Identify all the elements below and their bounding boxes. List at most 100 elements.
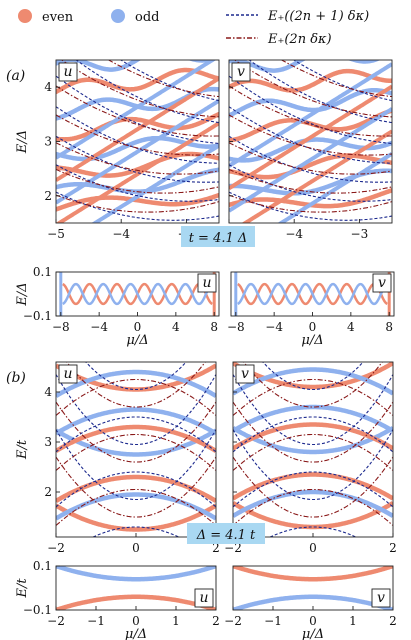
ylabel-a_u_low: E/Δ: [15, 282, 30, 306]
badge-a-box: [181, 226, 255, 247]
dashdot-curve-2: [233, 401, 393, 463]
xtick-label-a_v-1: −4: [285, 227, 303, 241]
band-odd-7: [56, 369, 216, 398]
xtick-label-a_v_low-4: 8: [385, 320, 393, 334]
band-even-2: [233, 472, 393, 501]
dashdot-curve-1: [56, 488, 216, 526]
xtick-label-b_u_low-3: 1: [172, 614, 180, 628]
xtick-label-a_v_low-3: 4: [347, 320, 355, 334]
ytick-label-b_u_low-0: −0.1: [23, 603, 52, 617]
panel-b_v: −2 0 2 v: [224, 361, 397, 555]
dashed-curve-4: [56, 75, 219, 144]
xtick-label-b_u_low-2: 0: [132, 614, 140, 628]
xtick-label-b_v_low-1: −1: [264, 614, 282, 628]
diag-band-4: [277, 152, 392, 223]
diag-band-4: [91, 143, 219, 223]
osc-odd: [62, 282, 213, 306]
dashdot-curve-2: [56, 142, 219, 175]
ytick-label-a_u-1: 3: [44, 135, 52, 149]
dashdot-curve-1: [56, 168, 219, 194]
tag-a_v: v: [231, 62, 251, 82]
tag-box-a_v_low: [372, 273, 392, 293]
dashdot-curve-6: [107, 60, 219, 98]
arc-top: [233, 566, 393, 582]
dashdot-curve-0: [56, 456, 216, 518]
dashed-curve-6: [292, 60, 392, 102]
band-even-6: [229, 68, 392, 93]
xtick-label-b_v-2: 2: [389, 541, 397, 555]
diag-band-0: [56, 60, 217, 160]
dashdot-curve-5: [60, 60, 219, 118]
panel-b_u: −2 0 2 2 3 4u E/t: [15, 361, 220, 555]
badge-b: Δ = 4.1 t: [187, 523, 265, 544]
band-odd-5: [56, 407, 216, 436]
dashdot-curve-3: [229, 114, 392, 156]
xlabel-a_u_low: μ/Δ: [126, 333, 148, 348]
xtick-label-a_v_low-0: −8: [227, 320, 245, 334]
plot-area-b_u: [56, 362, 216, 537]
dashed-curve-2: [229, 135, 392, 183]
panel-label-b: (b): [6, 370, 26, 386]
xtick-label-b_u_low-0: −2: [47, 614, 65, 628]
arc-bottom: [233, 594, 393, 610]
dashed-curve-2: [233, 471, 393, 508]
band-even-2: [229, 153, 392, 180]
xtick-label-b_v-0: −2: [224, 541, 242, 555]
tag-label-b_u_low: u: [199, 590, 208, 606]
xtick-label-a_u-0: −5: [47, 227, 65, 241]
dashdot-curve-0: [56, 194, 219, 213]
tag-label-a_v_low: v: [378, 275, 386, 291]
tag-label-a_v: v: [237, 64, 245, 80]
badge-a-text: t = 4.1 Δ: [189, 231, 248, 246]
xtick-label-b_v_low-0: −2: [224, 614, 242, 628]
xtick-label-b_u-2: 2: [212, 541, 220, 555]
band-even-4: [56, 111, 219, 142]
xtick-label-b_v_low-4: 2: [389, 614, 397, 628]
dashed-curve-3: [56, 374, 216, 446]
band-even-0: [233, 501, 393, 530]
band-odd-7: [229, 60, 381, 73]
band-odd-3: [56, 135, 219, 162]
tag-label-b_u: u: [63, 366, 72, 382]
tag-b_u_low: u: [194, 588, 214, 608]
osc-odd: [237, 282, 388, 306]
panel-a_v: −5−4−3v: [220, 59, 393, 241]
panel-b_u_low: −2 −1 0 1 2 −0.1 0.1 u E/t μ/Δ: [15, 559, 220, 640]
dashdot-curve-1: [229, 168, 392, 194]
plot-area-a_u: [56, 60, 219, 223]
band-odd-3: [233, 426, 393, 455]
diag-band-3: [241, 129, 392, 223]
ylabel-b_u: E/t: [15, 439, 30, 460]
legend-even-marker: [18, 9, 32, 23]
dashdot-curve-0: [229, 194, 392, 213]
band-even-4: [229, 108, 392, 143]
ytick-label-b_u-1: 3: [44, 435, 52, 449]
dashdot-curve-3: [233, 433, 393, 471]
dashdot-curve-5: [233, 60, 392, 118]
band-even-2: [56, 151, 219, 178]
dashdot-curve-3: [56, 433, 216, 471]
tag-box-b_v: [235, 364, 255, 384]
band-odd-1: [233, 489, 393, 518]
legend-odd-label: odd: [135, 10, 159, 25]
xtick-label-a_v-2: −3: [351, 227, 369, 241]
xtick-label-a_u_low-2: 0: [134, 320, 142, 334]
tag-label-a_u_low: u: [202, 275, 211, 291]
dashed-curve-2: [56, 471, 216, 508]
band-odd-3: [56, 428, 216, 457]
xlabel-b_u_low: μ/Δ: [125, 627, 147, 640]
dashed-curve-1: [229, 164, 392, 202]
badge-a: t = 4.1 Δ: [181, 226, 255, 247]
ylabel-b_u_low: E/t: [15, 578, 30, 599]
plot-area-b_v_low: [233, 566, 393, 610]
dashed-curve-0: [56, 191, 219, 221]
diag-band-2: [56, 99, 219, 205]
plot-area-a_v_low: [234, 272, 391, 316]
tag-a_u: u: [58, 62, 78, 82]
band-odd-5: [229, 88, 392, 118]
tag-label-a_u: u: [63, 64, 72, 80]
ytick-label-b_u-2: 4: [44, 385, 52, 399]
legend-dashdot-label: E₊(2n δκ): [267, 32, 332, 47]
tag-box-a_v: [231, 62, 251, 82]
xtick-label-b_v_low-2: 0: [309, 614, 317, 628]
